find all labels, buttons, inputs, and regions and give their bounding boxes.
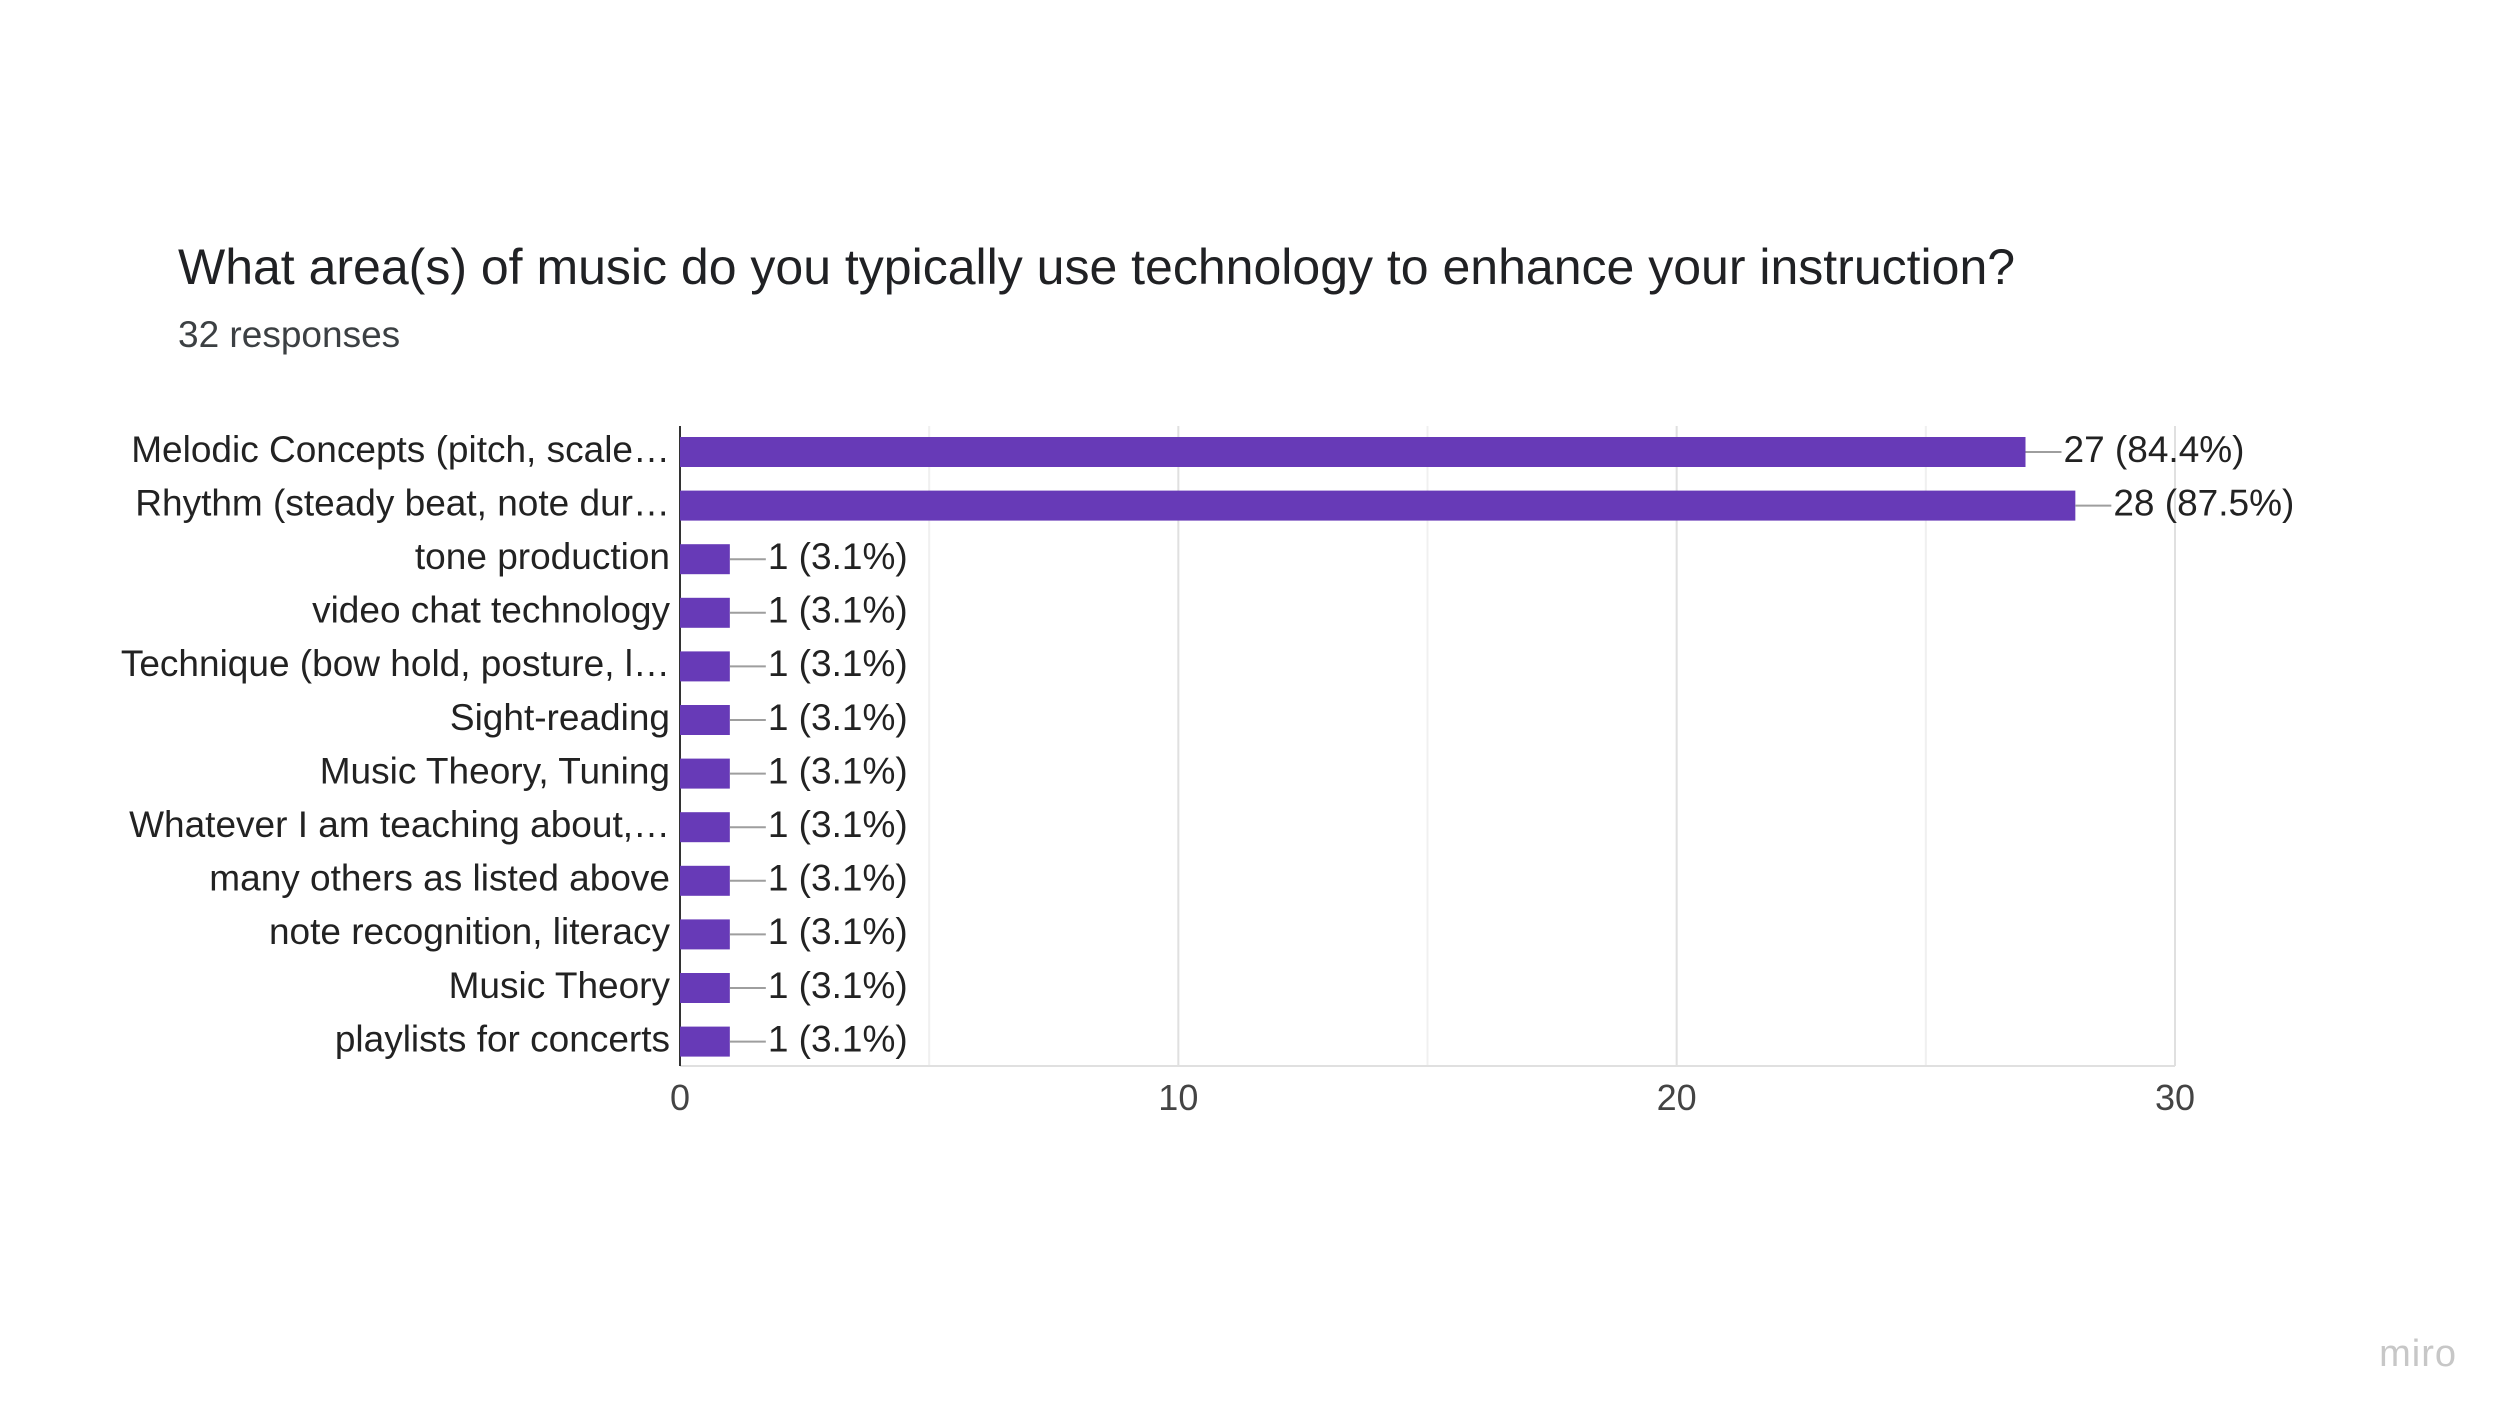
bar — [680, 973, 730, 1003]
category-label: playlists for concerts — [335, 1018, 670, 1059]
grid-lines — [679, 426, 2176, 1067]
bars — [680, 437, 2076, 1057]
category-label: Technique (bow hold, posture, l… — [121, 643, 670, 684]
bar — [680, 490, 2076, 521]
x-tick-label: 20 — [1657, 1077, 1697, 1118]
category-label: many others as listed above — [209, 858, 670, 899]
bar — [680, 919, 730, 950]
data-label: 1 (3.1%) — [768, 536, 908, 577]
x-axis-ticks: 0 10 20 30 — [670, 1077, 2195, 1118]
x-tick-label: 0 — [670, 1077, 690, 1118]
data-label: 1 (3.1%) — [768, 697, 908, 738]
category-label: Rhythm (steady beat, note dur… — [135, 482, 670, 523]
response-count: 32 responses — [178, 314, 401, 355]
bar — [680, 705, 730, 735]
data-label: 1 (3.1%) — [768, 643, 908, 684]
data-label: 1 (3.1%) — [768, 965, 908, 1006]
bar — [680, 758, 730, 789]
category-label: Music Theory — [449, 965, 671, 1006]
x-tick-label: 10 — [1158, 1077, 1198, 1118]
data-label: 1 (3.1%) — [768, 750, 908, 791]
data-label: 1 (3.1%) — [768, 911, 908, 952]
data-label: 1 (3.1%) — [768, 590, 908, 631]
category-label: Melodic Concepts (pitch, scale… — [131, 429, 670, 470]
category-label: video chat technology — [312, 590, 670, 631]
x-tick-label: 30 — [2155, 1077, 2195, 1118]
category-label: note recognition, literacy — [269, 911, 671, 952]
bar — [680, 1026, 730, 1057]
category-label: Music Theory, Tuning — [320, 750, 670, 791]
bar — [680, 544, 730, 575]
data-label: 27 (84.4%) — [2064, 429, 2245, 470]
category-labels: Melodic Concepts (pitch, scale… Rhythm (s… — [121, 429, 671, 1060]
bar — [680, 437, 2026, 467]
category-label: Whatever I am teaching about,… — [129, 804, 670, 845]
bar — [680, 865, 730, 896]
data-label: 1 (3.1%) — [768, 1018, 908, 1059]
data-label: 1 (3.1%) — [768, 804, 908, 845]
chart-title: What area(s) of music do you typically u… — [178, 239, 2016, 295]
bar — [680, 651, 730, 682]
bar — [680, 597, 730, 628]
bar — [680, 812, 730, 843]
data-label: 28 (87.5%) — [2113, 482, 2294, 523]
data-label: 1 (3.1%) — [768, 858, 908, 899]
miro-watermark: miro — [2379, 1333, 2457, 1375]
data-labels: 27 (84.4%) 28 (87.5%) 1 (3.1%) 1 (3.1%) 1 (3… — [729, 429, 2294, 1059]
category-label: tone production — [415, 536, 670, 577]
category-label: Sight-reading — [450, 697, 670, 738]
